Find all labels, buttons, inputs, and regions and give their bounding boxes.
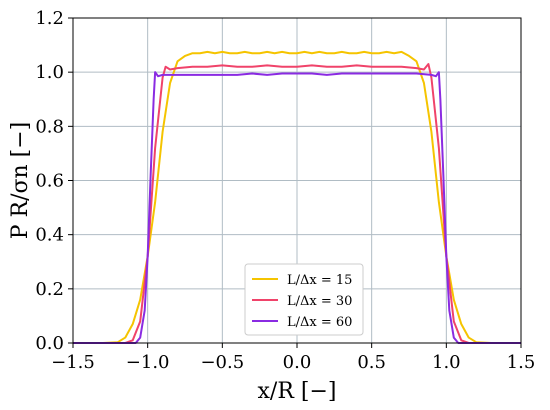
y-axis-label: P R/σn [−] [8, 122, 33, 240]
series-line [73, 63, 521, 344]
y-tick-label: 0.8 [35, 116, 64, 137]
series-2 [73, 63, 521, 344]
series-3 [73, 71, 521, 344]
y-tick-label: 0.6 [35, 171, 64, 192]
series-line [73, 71, 521, 344]
legend-entry: L/Δx = 60 [252, 315, 352, 330]
x-tick-label: 0.5 [357, 352, 386, 373]
legend-label: L/Δx = 30 [287, 294, 352, 309]
y-tick-label: 1.0 [35, 62, 64, 83]
x-tick-label: 1.5 [507, 352, 536, 373]
legend-label: L/Δx = 60 [287, 315, 352, 330]
axis-ticks: −1.5 −1.0 −0.5 0.0 0.5 1.0 1.5 0.0 0.2 0.4 0.6 0.8 1… [35, 8, 535, 373]
y-tick-label: 0.2 [35, 279, 64, 300]
y-tick-label: 0.0 [35, 333, 64, 354]
series-line [73, 50, 521, 344]
series-1 [73, 50, 521, 344]
legend-box [244, 263, 364, 336]
series-layer [73, 50, 521, 344]
legend-label: L/Δx = 15 [287, 273, 352, 288]
x-axis-label: x/R [−] [258, 379, 337, 404]
x-tick-label: 0.0 [283, 352, 312, 373]
x-tick-label: −0.5 [200, 352, 244, 373]
x-tick-label: 1.0 [432, 352, 461, 373]
x-tick-label: −1.0 [126, 352, 170, 373]
legend-entry: L/Δx = 15 [252, 273, 352, 288]
legend: L/Δx = 15 L/Δx = 30 L/Δx = 60 [244, 263, 364, 336]
y-tick-label: 1.2 [35, 8, 64, 29]
x-tick-label: −1.5 [51, 352, 95, 373]
legend-entry: L/Δx = 30 [252, 294, 352, 309]
y-tick-label: 0.4 [35, 225, 64, 246]
